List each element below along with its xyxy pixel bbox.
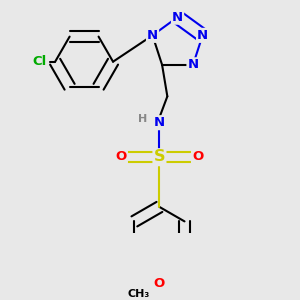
- Text: CH₃: CH₃: [127, 289, 149, 299]
- Text: N: N: [154, 116, 165, 129]
- Text: N: N: [188, 58, 199, 71]
- Text: O: O: [192, 150, 203, 164]
- Text: H: H: [138, 114, 147, 124]
- Text: N: N: [197, 29, 208, 42]
- Text: N: N: [147, 29, 158, 42]
- Text: O: O: [154, 277, 165, 290]
- Text: O: O: [116, 150, 127, 164]
- Text: S: S: [154, 149, 165, 164]
- Text: N: N: [172, 11, 183, 24]
- Text: Cl: Cl: [32, 55, 46, 68]
